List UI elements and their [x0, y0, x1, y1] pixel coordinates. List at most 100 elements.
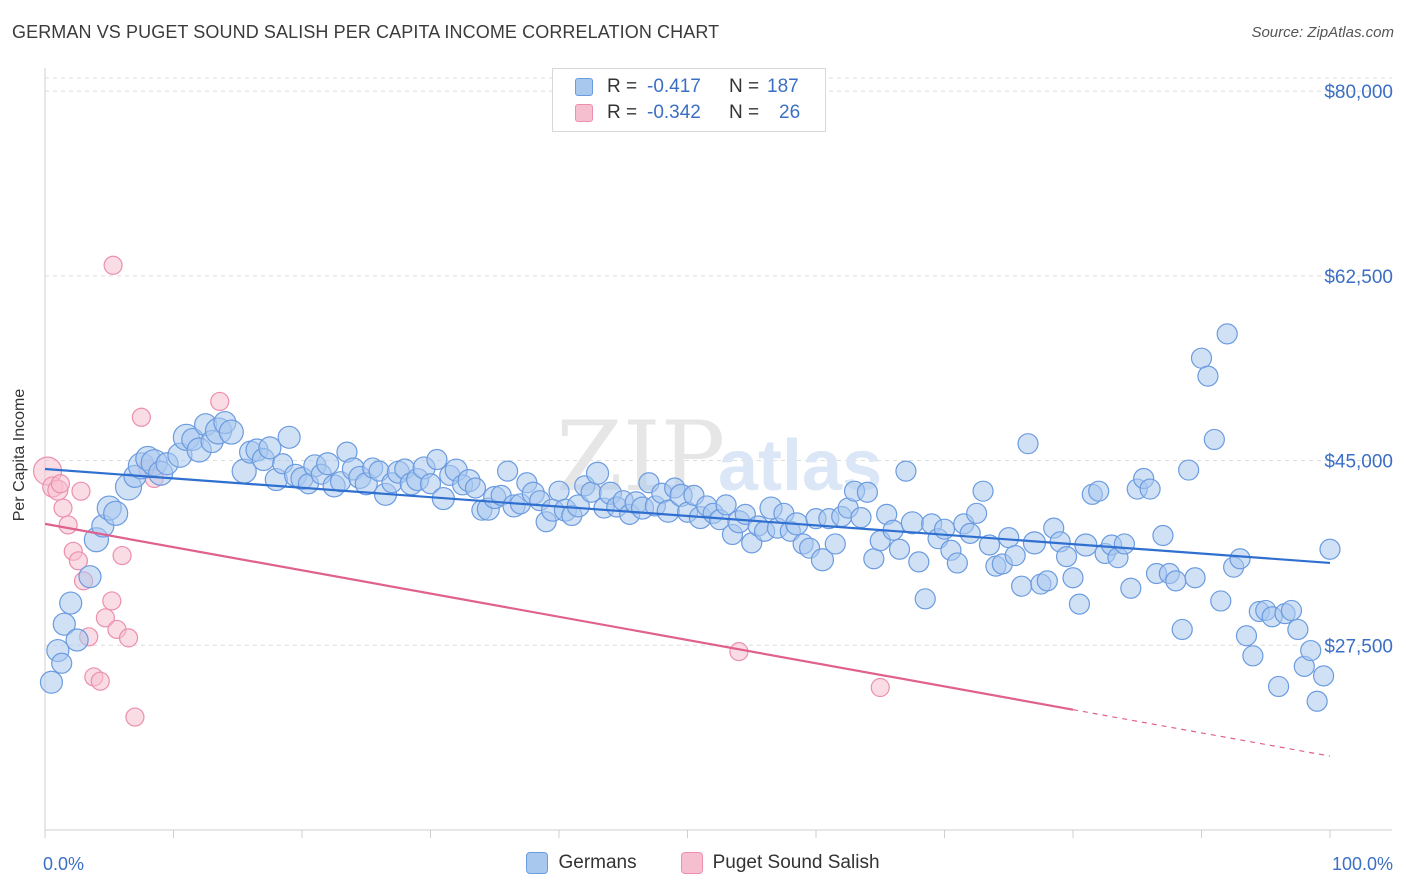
salish-point-14 [112, 545, 132, 566]
legend-r-label: R = [607, 102, 638, 123]
germans-point-173 [1171, 618, 1193, 641]
germans-point-194 [1306, 690, 1328, 712]
legend-n-value: 26 [779, 102, 801, 123]
germans-point-164 [1113, 533, 1136, 555]
x-tick-label-0: 0.0% [43, 854, 84, 874]
germans-point-34 [277, 425, 301, 449]
legend-r-value: -0.342 [647, 102, 701, 123]
germans-point-40 [316, 452, 340, 476]
germans-point-149 [1017, 433, 1039, 455]
germans-point-143 [978, 534, 1001, 556]
germans-point-178 [1203, 428, 1225, 451]
germans-point-26 [218, 419, 244, 445]
legend-item-germans[interactable]: Germans [526, 852, 637, 874]
germans-point-174 [1178, 459, 1200, 481]
tick-labels: $27,500 $45,000 $62,500 $80,000 0.0% 100.0% [43, 82, 1393, 874]
salish-point-23 [729, 642, 749, 662]
germans-point-188 [1267, 675, 1290, 698]
y-tick-label-0: $27,500 [1324, 636, 1393, 657]
germans-trend-line [44, 467, 1331, 565]
germans-point-133 [914, 588, 936, 610]
germans-point-155 [1055, 546, 1078, 568]
series-legend: Germans Puget Sound Salish [0, 852, 1406, 874]
germans-point-175 [1184, 567, 1206, 589]
y-tick-label-2: $62,500 [1324, 267, 1393, 288]
salish-point-12 [102, 591, 122, 611]
legend-label-germans: Germans [558, 852, 637, 873]
germans-point-117 [810, 548, 835, 572]
germans-point-138 [946, 552, 968, 574]
germans-point-82 [585, 461, 610, 485]
germans-point-140 [959, 522, 981, 544]
germans-point-0 [39, 670, 64, 694]
legend-item-salish[interactable]: Puget Sound Salish [680, 852, 880, 874]
germans-point-102 [715, 494, 737, 516]
germans-point-129 [888, 538, 911, 560]
legend-row-germans: R = -0.417 N = 187 [575, 75, 799, 99]
legend-row-salish: R = -0.342 N = 26 [575, 101, 800, 125]
germans-point-183 [1235, 625, 1258, 647]
germans-point-68 [497, 460, 519, 482]
germans-point-157 [1068, 593, 1091, 615]
germans-point-177 [1197, 365, 1219, 387]
legend-swatch-blue [575, 78, 593, 96]
legend-r-label: R = [607, 76, 638, 97]
series-puget-sound-salish [32, 255, 890, 727]
germans-point-176 [1190, 347, 1213, 369]
legend-r-value: -0.417 [647, 76, 701, 97]
germans-point-125 [863, 548, 885, 570]
germans-point-147 [1004, 544, 1026, 567]
germans-point-179 [1210, 590, 1232, 612]
legend-swatch-pink [575, 104, 593, 122]
germans-point-146 [998, 527, 1020, 549]
germans-point-148 [1010, 575, 1033, 597]
salish-point-3 [53, 498, 73, 518]
legend-n-label: N = [729, 102, 760, 123]
salish-point-11 [95, 608, 115, 628]
salish-point-4 [58, 515, 78, 535]
correlation-legend: R = -0.417 N = 187 R = -0.342 N = 26 [552, 68, 826, 132]
salish-point-21 [71, 481, 91, 501]
germans-point-119 [824, 533, 846, 555]
legend-swatch-salish [680, 852, 703, 874]
germans-point-191 [1287, 618, 1309, 641]
germans-point-182 [1229, 548, 1251, 570]
germans-point-124 [856, 481, 879, 503]
germans-point-31 [258, 436, 282, 460]
germans-point-160 [1088, 480, 1110, 502]
germans-point-79 [566, 494, 590, 518]
salish-point-6 [68, 551, 89, 571]
salish-trend-extension [1072, 709, 1331, 757]
germans-point-57 [426, 448, 448, 471]
germans-point-190 [1280, 599, 1303, 622]
source-label: Source: ZipAtlas.com [1251, 24, 1394, 41]
series-germans [39, 323, 1341, 712]
salish-point-24 [870, 677, 890, 698]
germans-point-5 [51, 652, 73, 674]
legend-n-value: 187 [767, 76, 799, 97]
germans-point-142 [972, 480, 994, 502]
trend-lines [44, 467, 1331, 757]
germans-point-76 [548, 480, 570, 502]
y-tick-label-3: $80,000 [1324, 82, 1393, 103]
germans-point-152 [1036, 570, 1058, 592]
salish-point-10 [90, 671, 110, 691]
y-tick-label-1: $45,000 [1324, 452, 1393, 473]
germans-point-184 [1242, 645, 1264, 667]
germans-point-2 [52, 612, 76, 636]
germans-point-4 [65, 628, 89, 652]
legend-label-salish: Puget Sound Salish [712, 852, 880, 873]
germans-point-63 [464, 477, 487, 499]
germans-point-10 [103, 500, 129, 526]
germans-point-3 [59, 591, 83, 615]
germans-point-170 [1152, 524, 1174, 547]
germans-point-130 [895, 460, 917, 482]
germans-point-195 [1312, 665, 1335, 687]
germans-point-172 [1165, 570, 1187, 592]
salish-point-15 [118, 628, 139, 648]
germans-point-131 [900, 511, 924, 535]
germans-point-132 [908, 551, 930, 573]
legend-n-label: N = [729, 76, 760, 97]
germans-point-156 [1062, 567, 1084, 589]
germans-point-141 [966, 502, 988, 524]
